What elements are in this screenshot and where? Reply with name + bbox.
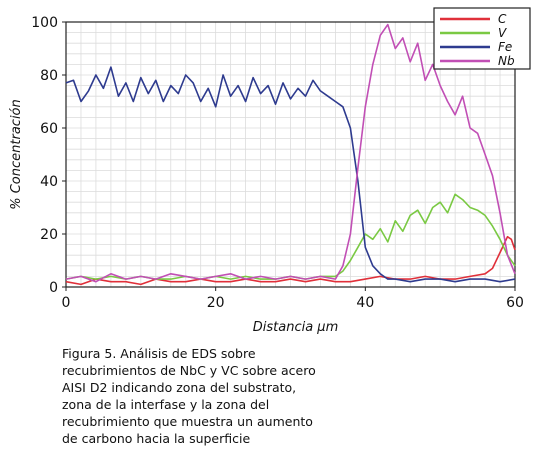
y-tick-label: 100 (31, 15, 58, 31)
x-tick-label: 60 (506, 295, 524, 311)
legend-label-fe: Fe (498, 40, 512, 54)
series-line-c (65, 235, 516, 286)
figure-caption: Figura 5. Análisis de EDS sobre recubrim… (62, 345, 382, 447)
series-line-fe (65, 66, 516, 283)
caption-line: recubrimientos de NbC y VC sobre acero (62, 363, 316, 378)
caption-line: Figura 5. Análisis de EDS sobre (62, 346, 256, 361)
series-layer (65, 23, 516, 286)
x-tick-label: 0 (62, 295, 71, 311)
y-tick-label: 0 (49, 280, 58, 296)
x-tick-label: 20 (207, 295, 225, 311)
caption-line: AISI D2 indicando zona del substrato, (62, 380, 297, 395)
legend-label-v: V (498, 26, 507, 40)
x-axis-label: Distancia µm (253, 320, 339, 335)
y-tick-label: 20 (40, 227, 58, 243)
ticks-layer: 0 20 40 60 80 100 0 20 40 60 (31, 15, 524, 311)
legend-label-c: C (498, 12, 507, 26)
y-tick-label: 60 (40, 121, 58, 137)
eds-line-chart: 0 20 40 60 80 100 0 20 40 60 % Concentración Dist… (9, 7, 531, 335)
series-line-nb (65, 23, 516, 283)
y-axis-label: % Concentración (9, 99, 24, 210)
caption-line: zona de la interfase y la zona del (62, 397, 270, 412)
caption-line: de carbono hacia la superficie (62, 431, 251, 446)
y-tick-label: 40 (40, 174, 58, 190)
x-tick-label: 40 (356, 295, 374, 311)
caption-line: recubrimiento que muestra un aumento (62, 414, 313, 429)
series-line-v (65, 193, 516, 280)
legend-label-nb: Nb (498, 54, 515, 68)
y-tick-label: 80 (40, 68, 58, 84)
plot-frame (65, 21, 516, 288)
